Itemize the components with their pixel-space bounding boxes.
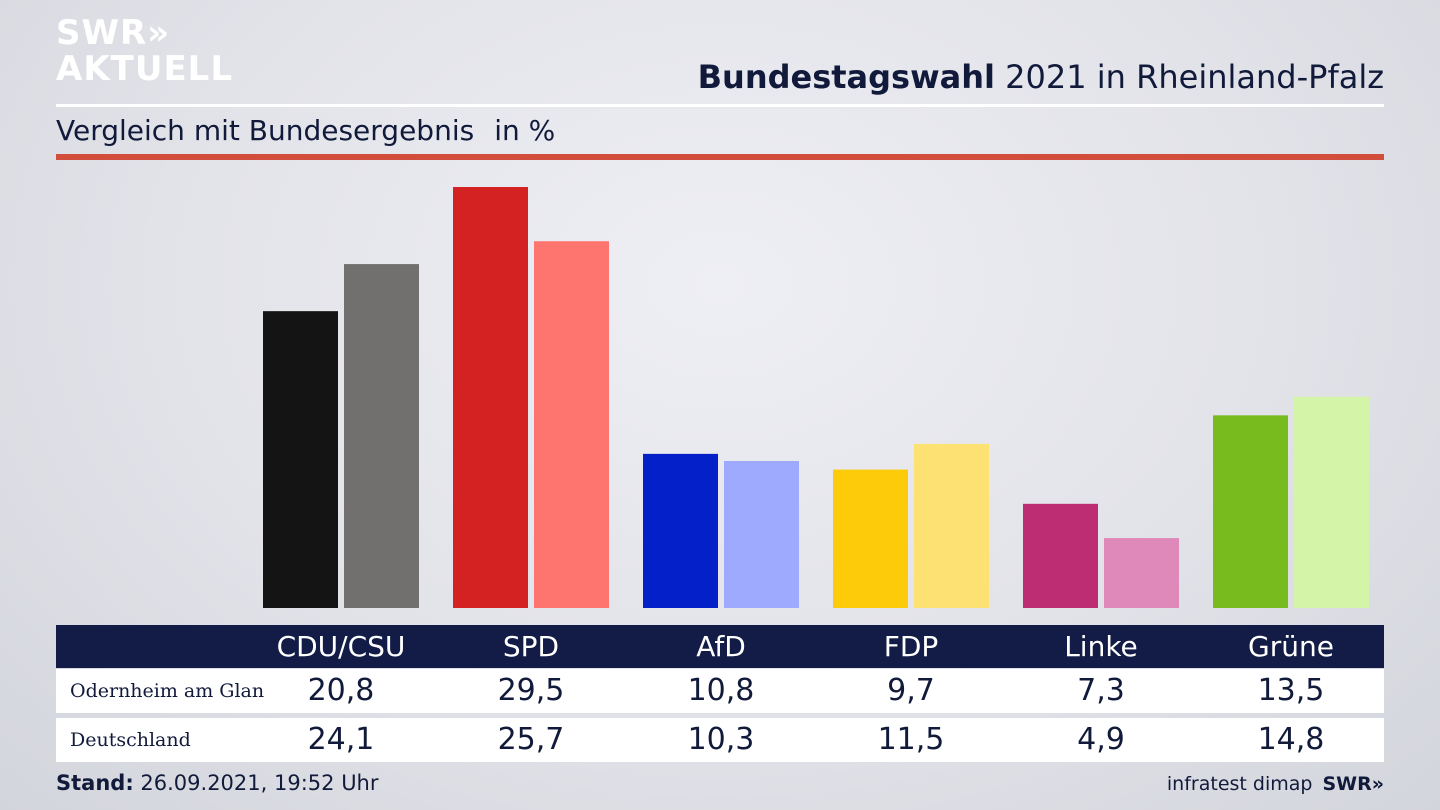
swr-footer-logo: SWR» — [1322, 773, 1384, 795]
bar-cdu-csu-local — [263, 311, 338, 608]
stand-label: Stand: — [56, 771, 134, 795]
data-label: 24,1 — [307, 722, 375, 757]
bar-gr-ne-local — [1213, 415, 1288, 608]
chart-subtitle: Vergleich mit Bundesergebnis in % — [56, 114, 555, 147]
title-bold: Bundestagswahl — [697, 58, 995, 96]
timestamp: Stand: 26.09.2021, 19:52 Uhr — [56, 771, 379, 795]
data-label: 7,3 — [1077, 673, 1125, 708]
data-label: 14,8 — [1257, 722, 1325, 757]
title-rest: 2021 in Rheinland-Pfalz — [1005, 58, 1384, 96]
row-label-local: Odernheim am Glan — [70, 680, 265, 702]
bar-fdp-national — [914, 443, 989, 608]
bar-cdu-csu-national — [344, 264, 419, 608]
table-row-national: Deutschland 24,1 25,7 10,3 11,5 4,9 14,8 — [56, 718, 1384, 762]
subtitle-divider — [56, 154, 1384, 160]
data-label: 9,7 — [887, 673, 935, 708]
data-label: 10,3 — [687, 722, 755, 757]
subtitle-text: Vergleich mit Bundesergebnis — [56, 114, 475, 147]
bar-fdp-local — [833, 469, 908, 608]
bar-linke-national — [1104, 538, 1179, 608]
swr-aktuell-logo: SWR» AKTUELL — [56, 16, 233, 86]
source-credit: infratest dimap SWR» — [1167, 773, 1384, 795]
page-title: Bundestagswahl 2021 in Rheinland-Pfalz — [698, 58, 1384, 96]
data-label: 4,9 — [1077, 722, 1125, 757]
bar-linke-local — [1023, 503, 1098, 608]
logo-line-1: SWR» — [56, 13, 171, 53]
bar-spd-local — [453, 187, 528, 608]
row-label-national: Deutschland — [70, 729, 191, 751]
category-label: CDU/CSU — [276, 630, 406, 663]
category-label: AfD — [696, 630, 746, 663]
data-label: 13,5 — [1257, 673, 1325, 708]
category-label: Linke — [1064, 630, 1138, 663]
category-label: SPD — [502, 630, 560, 663]
bar-gr-ne-national — [1294, 396, 1369, 608]
table-row-local: Odernheim am Glan 20,8 29,5 10,8 9,7 7,3 13,5 — [56, 669, 1384, 713]
table-header: CDU/CSU SPD AfD FDP Linke Grüne — [56, 625, 1384, 668]
category-label: Grüne — [1248, 630, 1334, 663]
data-label: 29,5 — [497, 673, 565, 708]
source-text: infratest dimap — [1166, 773, 1313, 795]
bar-afd-local — [643, 453, 718, 608]
data-label: 25,7 — [497, 722, 565, 757]
logo-line-2: AKTUELL — [56, 49, 234, 89]
unit-label: in % — [494, 114, 556, 147]
title-divider — [56, 104, 1384, 107]
bar-spd-national — [534, 241, 609, 608]
data-label: 20,8 — [307, 673, 375, 708]
bar-afd-national — [724, 461, 799, 608]
data-label: 11,5 — [877, 722, 945, 757]
data-label: 10,8 — [687, 673, 755, 708]
stand-value: 26.09.2021, 19:52 Uhr — [140, 771, 379, 795]
category-label: FDP — [883, 630, 939, 663]
